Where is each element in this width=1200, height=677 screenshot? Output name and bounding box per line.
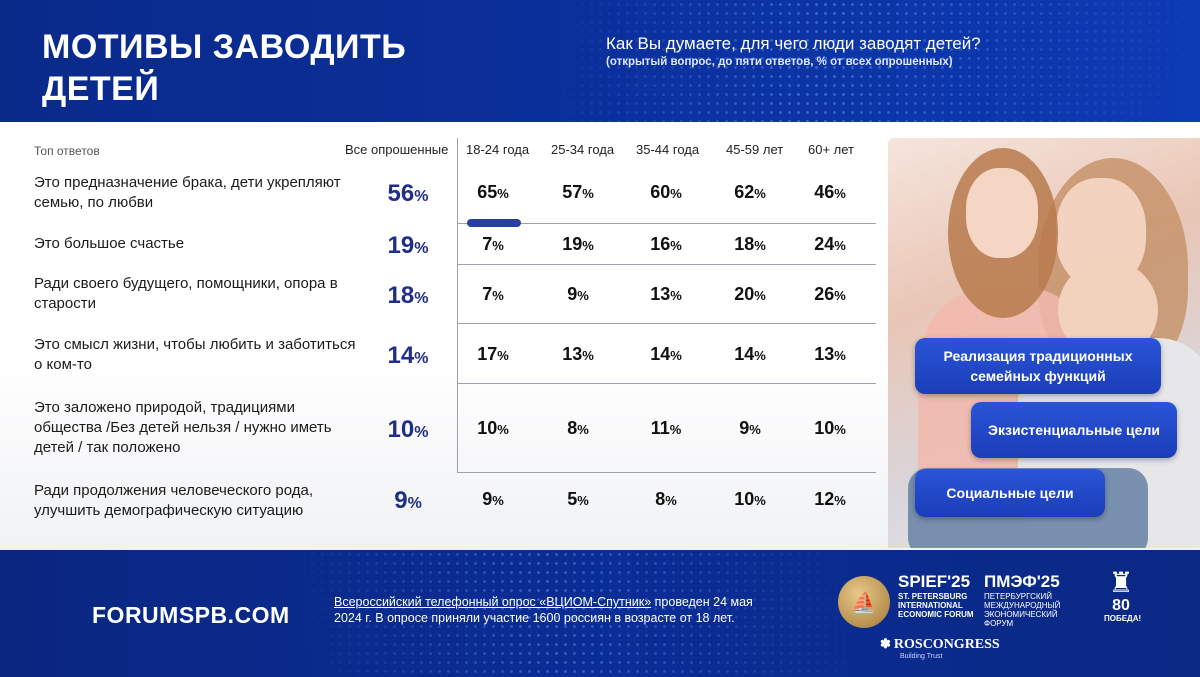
row-label: Это предназначение брака, дети укрепляют… [34, 174, 341, 211]
value-45-59: 10% [734, 489, 766, 509]
slide-title: МОТИВЫ ЗАВОДИТЬ ДЕТЕЙ [42, 26, 462, 110]
column-header-35-44: 35-44 года [636, 142, 700, 157]
pmef-logo-subtitle: ПЕТЕРБУРГСКИЙ МЕЖДУНАРОДНЫЙ ЭКОНОМИЧЕСКИ… [984, 592, 1061, 628]
row-header-label: Топ ответов [34, 144, 100, 158]
value-all-respondents: 56% [387, 180, 429, 207]
row-label: Ради своего будущего, помощники, опора в… [34, 275, 338, 312]
source-note: Всероссийский телефонный опрос «ВЦИОМ-Сп… [334, 594, 764, 626]
column-header-60plus: 60+ лет [808, 142, 855, 157]
value-35-44: 60% [650, 182, 682, 202]
value-18-24: 7% [482, 284, 504, 304]
row-divider [458, 223, 876, 224]
value-60plus: 10% [814, 418, 846, 438]
row-label: Это смысл жизни, чтобы любить и заботить… [34, 336, 356, 373]
value-60plus: 46% [814, 182, 846, 202]
value-all-respondents: 10% [387, 416, 429, 443]
category-bubble-existential: Экзистенциальные цели [971, 402, 1177, 458]
value-60plus: 26% [814, 284, 846, 304]
value-18-24: 17% [477, 344, 509, 364]
value-45-59: 18% [734, 234, 766, 254]
value-25-34: 57% [562, 182, 594, 202]
survey-question: Как Вы думаете, для чего люди заводят де… [606, 34, 981, 53]
value-45-59: 9% [739, 418, 761, 438]
value-18-24: 7% [482, 234, 504, 254]
roscongress-tagline: Building Trust [900, 653, 943, 660]
column-divider [457, 138, 458, 473]
forum-emblem-icon: ⛵ [838, 576, 890, 628]
row-divider [458, 323, 876, 324]
row-divider [458, 383, 876, 384]
dot-pattern [560, 0, 1200, 122]
value-all-respondents: 18% [387, 282, 429, 309]
value-35-44: 16% [650, 234, 682, 254]
highlight-marker [467, 219, 521, 227]
roscongress-logo: ✽ ROSCONGRESS [880, 636, 1000, 653]
pmef-logo: ПМЭФ'25 [984, 572, 1060, 591]
category-bubble-traditional: Реализация традиционных семейных функций [915, 338, 1161, 394]
value-60plus: 24% [814, 234, 846, 254]
survey-question-note: (открытый вопрос, до пяти ответов, % от … [606, 56, 953, 68]
value-all-respondents: 19% [387, 232, 429, 259]
roscongress-text: ROSCONGRESS [893, 637, 1000, 652]
slide-header: МОТИВЫ ЗАВОДИТЬ ДЕТЕЙ Как Вы думаете, дл… [0, 0, 1200, 122]
value-18-24: 9% [482, 489, 504, 509]
source-link[interactable]: Всероссийский телефонный опрос «ВЦИОМ-Сп… [334, 595, 652, 609]
value-45-59: 20% [734, 284, 766, 304]
title-line-1: МОТИВЫ ЗАВОДИТЬ [42, 28, 407, 66]
value-45-59: 14% [734, 344, 766, 364]
column-header-all: Все опрошенные [345, 142, 449, 157]
spief-logo: SPIEF'25 [898, 572, 971, 591]
row-divider [458, 264, 876, 265]
victory-80-logo: ♜ 80 ПОБЕДА! [1104, 567, 1142, 634]
title-line-2: ДЕТЕЙ [42, 70, 160, 108]
source-text: проведен 24 мая 2024 г. В опросе приняли… [334, 595, 753, 625]
row-label: Это заложено природой, традициями общест… [34, 399, 332, 456]
value-25-34: 9% [567, 284, 589, 304]
value-60plus: 12% [814, 489, 846, 509]
victory-text: ПОБЕДА! [1104, 614, 1142, 623]
site-link[interactable]: FORUMSPB.COM [92, 602, 290, 628]
value-25-34: 8% [567, 418, 589, 438]
value-60plus: 13% [814, 344, 846, 364]
roscongress-icon: ✽ [880, 636, 891, 651]
column-header-18-24: 18-24 года [466, 142, 530, 157]
column-header-25-34: 25-34 года [551, 142, 615, 157]
value-25-34: 19% [562, 234, 594, 254]
dot-pattern [300, 550, 860, 677]
value-all-respondents: 9% [394, 487, 422, 514]
row-label: Это большое счастье [34, 235, 185, 252]
victory-monument-icon: ♜ [1108, 567, 1134, 598]
value-35-44: 11% [650, 418, 682, 438]
victory-number: 80 [1112, 597, 1130, 614]
slide-footer: FORUMSPB.COM Всероссийский телефонный оп… [0, 550, 1200, 677]
column-header-45-59: 45-59 лет [726, 142, 784, 157]
row-divider [458, 472, 876, 473]
spief-logo-subtitle: ST. PETERSBURG INTERNATIONAL ECONOMIC FO… [898, 592, 974, 619]
value-45-59: 62% [734, 182, 766, 202]
value-35-44: 8% [655, 489, 677, 509]
value-25-34: 5% [567, 489, 589, 509]
row-label: Ради продолжения человеческого рода, улу… [34, 482, 314, 519]
photo-girl-face [966, 168, 1038, 258]
value-18-24: 65% [477, 182, 509, 202]
value-18-24: 10% [477, 418, 509, 438]
value-35-44: 14% [650, 344, 682, 364]
value-35-44: 13% [650, 284, 682, 304]
value-all-respondents: 14% [387, 342, 429, 369]
value-25-34: 13% [562, 344, 594, 364]
category-bubble-social: Социальные цели [915, 469, 1105, 517]
